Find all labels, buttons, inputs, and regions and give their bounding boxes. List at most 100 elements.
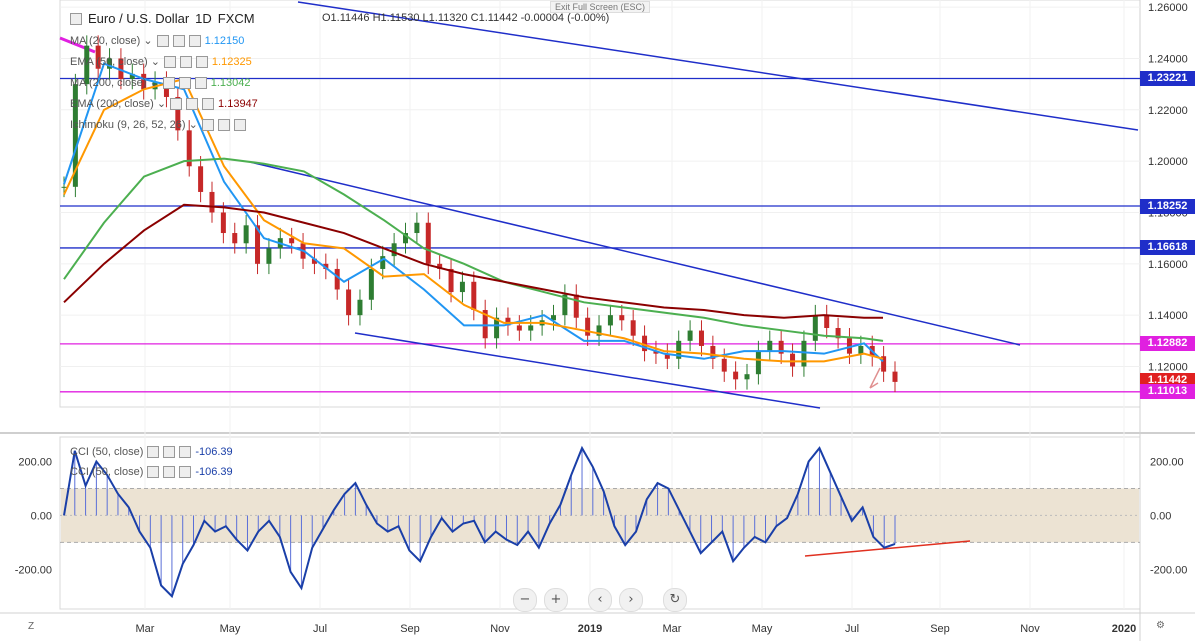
candle-body [881,356,887,372]
grid [60,0,1140,609]
price-tick-label: 1.12000 [1148,361,1188,373]
exit-fullscreen-button[interactable]: Exit Full Screen (ESC) [550,1,651,13]
cci-band [60,487,1140,543]
candle-body [505,317,511,326]
indicator-value: 1.12325 [211,55,252,68]
indicator-legend-item[interactable]: Ichimoku (9, 26, 52, 26) ⌄ [70,118,250,131]
candle-body [129,73,135,80]
eye-icon[interactable] [147,466,160,478]
candle-body [357,299,363,316]
interval[interactable]: 1D [195,11,212,26]
remove-icon[interactable] [179,466,192,478]
indicator-legend-item[interactable]: MA (200, close) ⌄ 1.13042 [70,76,250,89]
ma-line-3[interactable] [63,203,883,319]
cci-legend-item[interactable]: CCI (50, close) -106.39 [70,466,233,478]
candle-body [334,268,340,290]
eye-icon[interactable] [201,118,214,131]
candle-body [846,338,852,354]
eye-icon[interactable] [147,446,160,458]
cci-tick-label-left: -200.00 [15,564,52,576]
time-tick-label: May [220,623,241,635]
symbol-title[interactable]: Euro / U.S. Dollar 1D FXCM [70,11,255,26]
price-axis-label[interactable]: 1.23221 [1140,70,1195,86]
close-value: C1.11442 [470,12,518,24]
candle-body [448,268,454,293]
scroll-right-button[interactable]: › [619,588,643,612]
candle-body [687,330,693,341]
zoom-in-button[interactable]: + [544,588,568,612]
candle-body [255,225,261,264]
time-tick-label: Mar [663,623,682,635]
candle-body [232,233,238,244]
price-axis-label[interactable]: 1.12882 [1140,336,1195,352]
indicator-legend-item[interactable]: MA (20, close) ⌄ 1.12150 [70,34,244,47]
timezone-label[interactable]: Z [28,621,35,632]
settings-icon[interactable] [163,466,176,478]
cci-tick-label-left: 0.00 [31,510,52,522]
reset-chart-button[interactable]: ↻ [663,588,687,612]
time-tick-label: Sep [400,623,420,635]
indicator-name: CCI (50, close) [70,466,144,478]
indicator-legend-item[interactable]: EMA (200, close) ⌄ 1.13947 [70,97,258,110]
settings-icon[interactable] [172,34,185,47]
high-value: H1.11530 [372,12,420,24]
settings-icon[interactable] [217,118,230,131]
remove-icon[interactable] [202,97,215,110]
candle-body [698,330,704,346]
candle-body [494,317,500,339]
scroll-left-button[interactable]: ‹ [588,588,612,612]
candle-body [311,258,317,264]
remove-icon[interactable] [195,55,208,68]
time-tick-label: Mar [136,623,155,635]
candle-body [289,238,295,244]
candle-body [585,317,591,336]
candle-body [653,351,659,354]
upper-trendline[interactable] [297,1,1139,131]
eye-icon[interactable] [162,76,175,89]
remove-icon[interactable] [188,34,201,47]
settings-icon[interactable] [179,55,192,68]
indicator-legend-item[interactable]: EMA (50, close) ⌄ 1.12325 [70,55,252,68]
candle-body [642,335,648,352]
indicator-value: 1.13042 [210,76,251,89]
settings-icon[interactable] [186,97,199,110]
ohlc-readout: O1.11446 H1.11530 L1.11320 C1.11442 -0.0… [322,12,609,24]
change-value: -0.00004 (-0.00%) [520,12,610,24]
candle-body [721,358,727,372]
candle-body [425,222,431,264]
candle-body [755,351,761,375]
candle-body [346,289,352,316]
candle-body [778,340,784,354]
collapse-icon[interactable] [70,12,82,25]
cci-line[interactable] [63,445,896,599]
channel-lower-trendline[interactable] [354,332,821,409]
candle-body [812,315,818,341]
eye-icon[interactable] [163,55,176,68]
cci-divergence-line[interactable] [804,540,971,557]
remove-icon[interactable] [194,76,207,89]
indicator-name: EMA (200, close) ⌄ [70,98,167,110]
candle-body [516,325,522,331]
remove-icon[interactable] [179,446,192,458]
eye-icon[interactable] [156,34,169,47]
price-axis-label[interactable]: 1.18252 [1140,198,1195,214]
candle-body [710,345,716,359]
candle-body [95,45,101,69]
ma-line-0[interactable] [63,62,884,363]
price-axis-label[interactable]: 1.16618 [1140,240,1195,256]
candle-body [596,325,602,336]
price-axis-label[interactable]: 1.11013 [1140,384,1195,400]
ma-line-2[interactable] [63,157,884,342]
remove-icon[interactable] [233,118,246,131]
settings-icon[interactable] [178,76,191,89]
eye-icon[interactable] [170,97,183,110]
cci-legend-item[interactable]: CCI (50, close) -106.39 [70,446,233,458]
settings-icon[interactable]: ⚙ [1156,620,1165,631]
price-tick-label: 1.22000 [1148,105,1188,117]
time-tick-label: May [752,623,773,635]
candle-body [573,294,579,318]
candle-body [163,81,169,97]
settings-icon[interactable] [163,446,176,458]
zoom-out-button[interactable]: − [513,588,537,612]
channel-upper-trendline[interactable] [249,161,1021,346]
